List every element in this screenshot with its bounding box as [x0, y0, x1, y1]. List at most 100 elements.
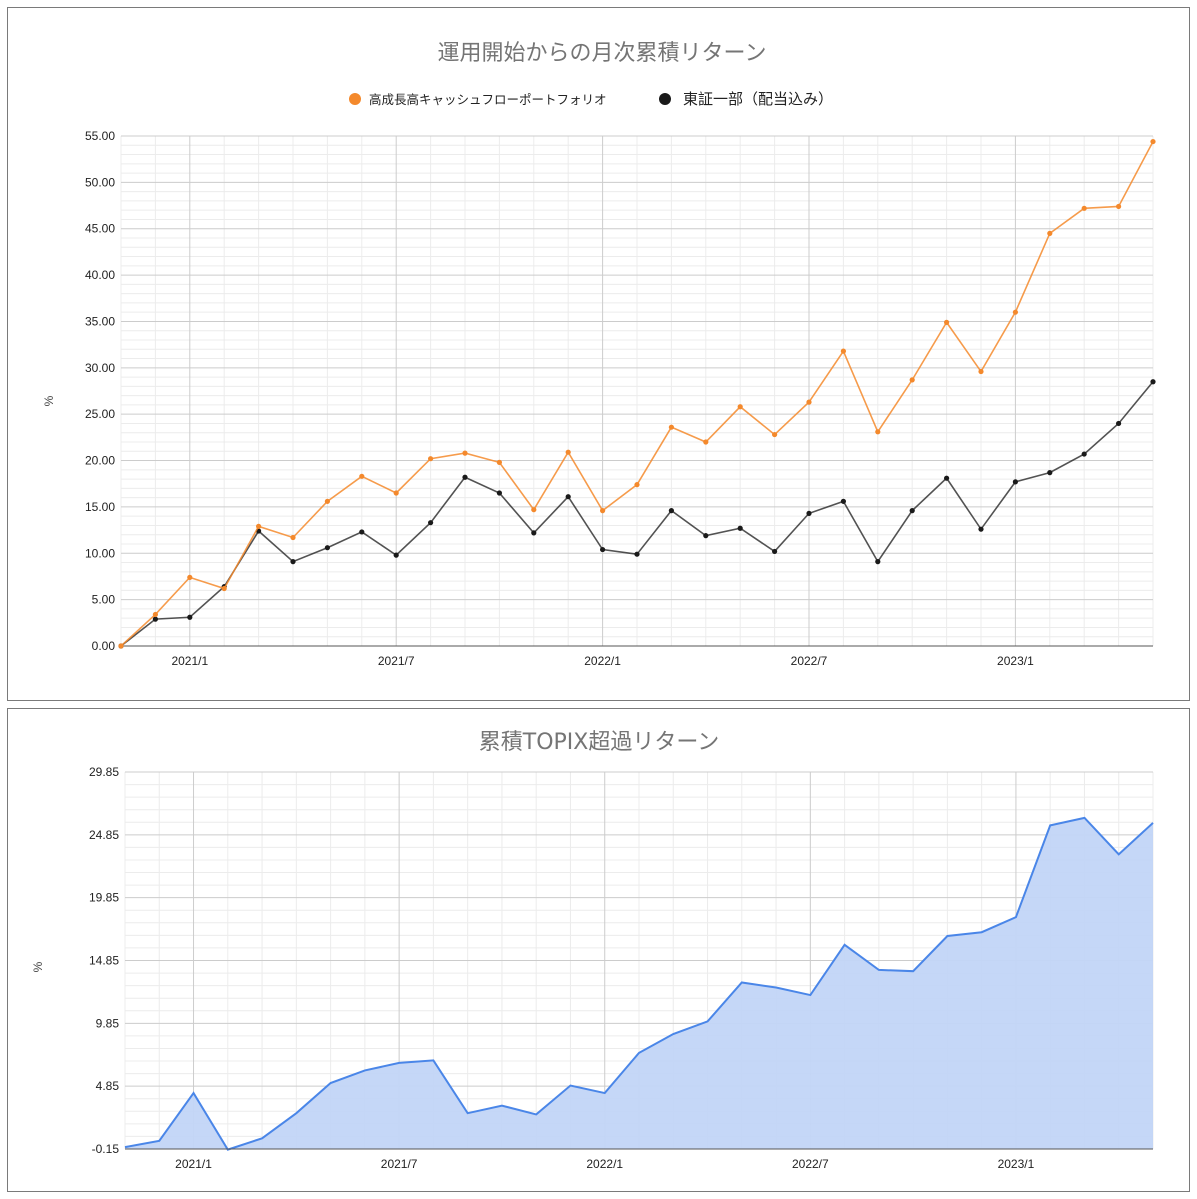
data-point-topix — [428, 520, 434, 526]
legend-label-topix: 東証一部（配当込み） — [683, 90, 833, 108]
data-point-portfolio — [359, 473, 365, 479]
area-line — [124, 816, 1154, 1151]
data-point-portfolio — [1047, 230, 1053, 236]
y-tick-label: 5.00 — [92, 593, 116, 607]
data-point-topix — [152, 616, 158, 622]
x-tick-label: 2022/1 — [586, 1157, 623, 1171]
data-point-topix — [1116, 420, 1122, 427]
x-tick-label: 2021/7 — [378, 654, 415, 668]
data-point-topix — [772, 548, 778, 555]
x-tick-label: 2021/7 — [381, 1157, 418, 1171]
chart-title: 運用開始からの月次累積リターン — [438, 41, 767, 66]
x-tick-label: 2022/1 — [584, 654, 621, 668]
y-tick-label: 4.85 — [96, 1079, 120, 1093]
legend-marker-portfolio — [349, 93, 361, 105]
data-point-topix — [840, 498, 847, 504]
y-tick-label: 14.85 — [89, 954, 119, 968]
data-point-topix — [1012, 479, 1019, 485]
data-point-topix — [324, 545, 330, 551]
data-point-topix — [668, 508, 675, 514]
y-axis-label: % — [31, 961, 45, 972]
data-point-topix — [634, 551, 640, 557]
y-tick-label: 19.85 — [89, 891, 119, 905]
y-tick-label: 45.00 — [85, 222, 115, 236]
data-point-topix — [393, 552, 399, 558]
x-tick-label: 2022/7 — [792, 1157, 829, 1171]
data-point-topix — [462, 474, 468, 480]
data-point-portfolio — [840, 348, 847, 354]
y-tick-label: 25.00 — [85, 407, 115, 421]
legend: 高成長高キャッシュフローポートフォリオ 東証一部（配当込み） — [349, 90, 833, 108]
data-point-portfolio — [703, 439, 709, 445]
data-point-topix — [290, 559, 296, 565]
data-point-topix — [806, 510, 812, 516]
y-tick-label: 50.00 — [85, 175, 115, 189]
data-point-portfolio — [152, 611, 158, 618]
y-tick-label: 15.00 — [85, 500, 115, 514]
legend-marker-topix — [659, 93, 671, 105]
data-point-portfolio — [978, 368, 984, 375]
x-tick-labels: 2021/1 2021/7 2022/1 2022/7 2023/1 — [171, 654, 1034, 668]
data-point-topix — [909, 508, 915, 514]
y-tick-label: 29.85 — [89, 765, 119, 779]
x-tick-label: 2021/1 — [175, 1157, 212, 1171]
data-point-topix — [703, 533, 709, 539]
data-point-portfolio — [806, 399, 812, 405]
data-point-portfolio — [531, 507, 537, 513]
y-tick-label: 10.00 — [85, 546, 115, 560]
data-point-portfolio — [909, 377, 915, 383]
y-tick-label: 40.00 — [85, 268, 115, 282]
data-point-topix — [187, 614, 193, 620]
y-tick-label: 55.00 — [85, 129, 115, 143]
data-point-topix — [600, 546, 606, 553]
data-point-topix — [1081, 451, 1087, 457]
x-tick-label: 2023/1 — [997, 654, 1034, 668]
y-tick-label: 0.00 — [92, 639, 116, 653]
data-point-portfolio — [256, 523, 262, 529]
grid — [120, 135, 1154, 647]
data-point-portfolio — [944, 319, 950, 325]
data-point-portfolio — [496, 459, 502, 465]
data-point-topix — [531, 530, 537, 536]
data-point-portfolio — [221, 585, 227, 592]
data-point-portfolio — [290, 534, 296, 541]
y-tick-label: 20.00 — [85, 454, 115, 468]
data-point-topix — [737, 525, 743, 531]
y-tick-label: 9.85 — [96, 1016, 120, 1030]
data-point-portfolio — [772, 431, 778, 438]
data-point-topix — [978, 526, 984, 532]
x-tick-label: 2022/7 — [791, 654, 828, 668]
data-point-topix — [565, 494, 571, 500]
series-lines — [118, 138, 1156, 649]
chart-title: 累積TOPIX超過リターン — [479, 730, 719, 755]
data-point-topix — [359, 529, 365, 535]
legend-label-portfolio: 高成長高キャッシュフローポートフォリオ — [369, 92, 607, 107]
data-point-topix — [1150, 379, 1156, 385]
y-tick-label: 30.00 — [85, 361, 115, 375]
y-tick-labels: 0.00 5.00 10.00 15.00 20.00 25.00 30.00 35.00 40… — [85, 129, 115, 653]
data-point-portfolio — [1012, 309, 1019, 315]
y-axis-label: % — [42, 395, 56, 406]
data-point-topix — [496, 490, 502, 496]
data-point-portfolio — [737, 404, 743, 410]
data-point-portfolio — [428, 456, 434, 462]
cumulative-return-chart-panel: 運用開始からの月次累積リターン 高成長高キャッシュフローポートフォリオ 東証一部… — [7, 7, 1190, 701]
data-point-topix — [1047, 470, 1053, 476]
data-point-portfolio — [118, 643, 124, 649]
data-point-portfolio — [875, 429, 881, 435]
data-point-portfolio — [393, 490, 399, 496]
data-point-portfolio — [1116, 203, 1122, 210]
excess-return-chart-panel: 累積TOPIX超過リターン % -0.15 4.85 9.85 14.85 19.85 2… — [7, 708, 1190, 1192]
data-point-portfolio — [668, 424, 675, 430]
excess-return-chart: 累積TOPIX超過リターン % -0.15 4.85 9.85 14.85 19.85 2… — [31, 730, 1154, 1171]
data-point-portfolio — [462, 450, 468, 456]
y-tick-label: 24.85 — [89, 828, 119, 842]
data-point-portfolio — [324, 498, 330, 504]
data-point-portfolio — [1150, 138, 1156, 145]
data-point-portfolio — [565, 449, 571, 455]
data-point-topix — [944, 475, 950, 481]
data-point-portfolio — [600, 508, 606, 514]
cumulative-return-chart: 運用開始からの月次累積リターン 高成長高キャッシュフローポートフォリオ 東証一部… — [42, 41, 1156, 668]
y-tick-labels: -0.15 4.85 9.85 14.85 19.85 24.85 29.85 — [89, 765, 119, 1156]
data-point-portfolio — [187, 574, 193, 580]
